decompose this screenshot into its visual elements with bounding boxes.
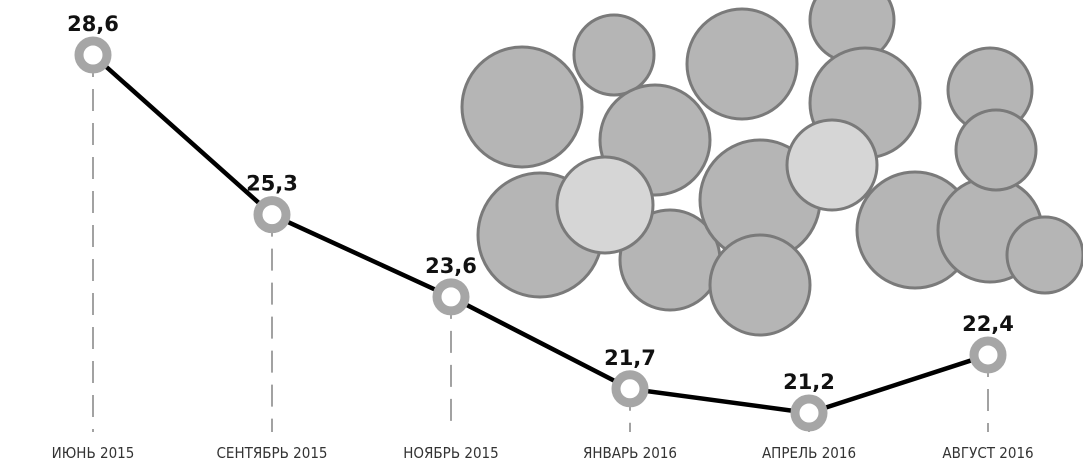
x-tick-label: НОЯБРЬ 2015 (403, 444, 498, 462)
x-tick-label: СЕНТЯБРЬ 2015 (217, 444, 328, 462)
coin (710, 235, 810, 335)
data-label: 21,2 (783, 370, 835, 394)
marker (437, 283, 465, 311)
data-label: 25,3 (246, 172, 298, 196)
chart: ИЮНЬ 2015 СЕНТЯБРЬ 2015 НОЯБРЬ 2015 ЯНВАРЬ … (0, 0, 1083, 465)
marker (616, 375, 644, 403)
x-tick-label: ИЮНЬ 2015 (52, 444, 135, 462)
marker (258, 201, 286, 229)
coin (687, 9, 797, 119)
data-label: 23,6 (425, 254, 477, 278)
coin (787, 120, 877, 210)
x-tick-label: АПРЕЛЬ 2016 (762, 444, 856, 462)
x-tick-label: АВГУСТ 2016 (942, 444, 1033, 462)
coin (557, 157, 653, 253)
coin (574, 15, 654, 95)
coin (462, 47, 582, 167)
coins-decoration (462, 0, 1083, 335)
data-label: 28,6 (67, 12, 119, 36)
data-label: 22,4 (962, 312, 1014, 336)
marker (795, 399, 823, 427)
data-label: 21,7 (604, 346, 656, 370)
x-tick-label: ЯНВАРЬ 2016 (583, 444, 677, 462)
marker (974, 341, 1002, 369)
marker (79, 41, 107, 69)
coin (956, 110, 1036, 190)
coin (1007, 217, 1083, 293)
